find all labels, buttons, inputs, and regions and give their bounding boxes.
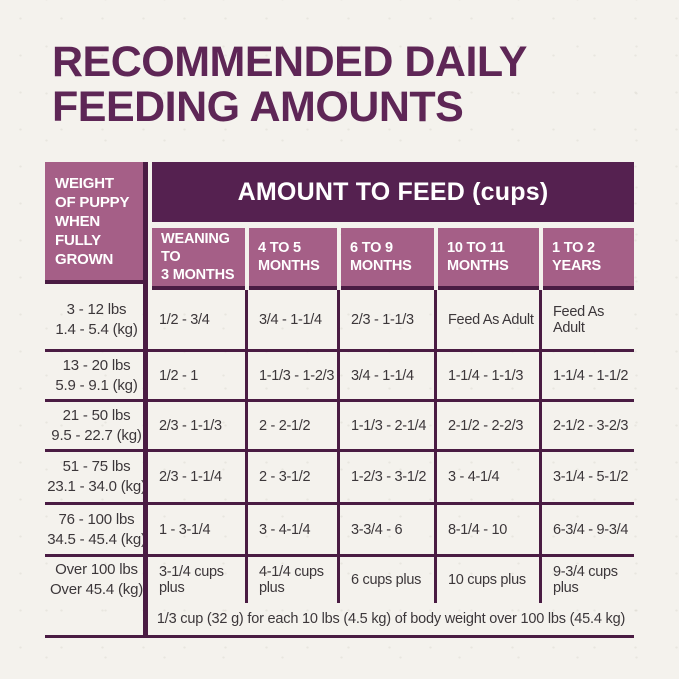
table-bottom-border bbox=[45, 635, 634, 638]
table-row: 13 - 20 lbs 5.9 - 9.1 (kg) 1/2 - 1 1-1/3… bbox=[45, 352, 634, 402]
column-header-1to2yr: 1 TO 2 YEARS bbox=[539, 228, 634, 290]
column-header-4to5: 4 TO 5 MONTHS bbox=[245, 228, 337, 290]
value-cell: Feed As Adult bbox=[434, 290, 539, 349]
value-cell: 1/2 - 3/4 bbox=[159, 311, 210, 328]
value-cell: 2/3 - 1-1/3 bbox=[337, 290, 434, 349]
value-cell: 9-3/4 cups plus bbox=[539, 557, 634, 603]
value-cell: 3 - 4-1/4 bbox=[245, 505, 337, 554]
value-cell: 6 cups plus bbox=[337, 557, 434, 603]
amount-header-band: AMOUNT TO FEED (cups) bbox=[152, 162, 634, 222]
weight-cell: 51 - 75 lbs 23.1 - 34.0 (kg) bbox=[47, 458, 146, 495]
weight-cell: 21 - 50 lbs 9.5 - 22.7 (kg) bbox=[51, 406, 142, 444]
value-cell: 2-1/2 - 2-2/3 bbox=[434, 402, 539, 449]
table-row: 51 - 75 lbs 23.1 - 34.0 (kg) 2/3 - 1-1/4… bbox=[45, 452, 634, 505]
value-cell: 3 - 4-1/4 bbox=[434, 452, 539, 502]
table-row: 76 - 100 lbs 34.5 - 45.4 (kg) 1 - 3-1/4 … bbox=[45, 505, 634, 557]
value-cell: 1-1/4 - 1-1/3 bbox=[434, 352, 539, 399]
value-cell: 3-3/4 - 6 bbox=[337, 505, 434, 554]
value-cell: 3-1/4 cups plus bbox=[159, 564, 224, 596]
value-cell: 10 cups plus bbox=[434, 557, 539, 603]
weight-cell: 3 - 12 lbs 1.4 - 5.4 (kg) bbox=[55, 300, 138, 338]
value-cell: 1-1/4 - 1-1/2 bbox=[539, 352, 634, 399]
page-title-line2: FEEDING AMOUNTS bbox=[52, 83, 464, 131]
corner-header: WEIGHT OF PUPPY WHEN FULLY GROWN bbox=[45, 162, 143, 284]
column-header-weaning: WEANING TO 3 MONTHS bbox=[148, 228, 245, 290]
table-body: 3 - 12 lbs 1.4 - 5.4 (kg) 1/2 - 3/4 3/4 … bbox=[45, 290, 634, 603]
value-cell: 1 - 3-1/4 bbox=[159, 521, 211, 538]
column-header-6to9: 6 TO 9 MONTHS bbox=[337, 228, 434, 290]
value-cell: 1-1/3 - 1-2/3 bbox=[245, 352, 337, 399]
page-title: RECOMMENDED DAILY FEEDING AMOUNTS bbox=[52, 40, 527, 130]
value-cell: 2 - 2-1/2 bbox=[245, 402, 337, 449]
value-cell: 2/3 - 1-1/4 bbox=[159, 469, 222, 485]
value-cell: 6-3/4 - 9-3/4 bbox=[539, 505, 634, 554]
table-row: 21 - 50 lbs 9.5 - 22.7 (kg) 2/3 - 1-1/3 … bbox=[45, 402, 634, 452]
column-header-row: WEANING TO 3 MONTHS 4 TO 5 MONTHS 6 TO 9… bbox=[148, 228, 634, 290]
value-cell: 8-1/4 - 10 bbox=[434, 505, 539, 554]
value-cell: 1/2 - 1 bbox=[159, 367, 199, 384]
value-cell: 3/4 - 1-1/4 bbox=[245, 290, 337, 349]
weight-cell: 13 - 20 lbs 5.9 - 9.1 (kg) bbox=[55, 356, 138, 394]
column-divider bbox=[143, 162, 148, 638]
value-cell: 2-1/2 - 3-2/3 bbox=[539, 402, 634, 449]
value-cell: 2/3 - 1-1/3 bbox=[159, 417, 222, 434]
table-row: 3 - 12 lbs 1.4 - 5.4 (kg) 1/2 - 3/4 3/4 … bbox=[45, 290, 634, 352]
value-cell: 1-2/3 - 3-1/2 bbox=[337, 452, 434, 502]
value-cell: 2 - 3-1/2 bbox=[245, 452, 337, 502]
value-cell: 3/4 - 1-1/4 bbox=[337, 352, 434, 399]
weight-cell: Over 100 lbs Over 45.4 (kg) bbox=[49, 561, 144, 598]
page-title-line1: RECOMMENDED DAILY bbox=[52, 38, 527, 86]
feeding-table: WEIGHT OF PUPPY WHEN FULLY GROWN AMOUNT … bbox=[45, 162, 634, 638]
column-header-10to11: 10 TO 11 MONTHS bbox=[434, 228, 539, 290]
value-cell: 3-1/4 - 5-1/2 bbox=[539, 452, 634, 502]
table-row: Over 100 lbs Over 45.4 (kg) 3-1/4 cups p… bbox=[45, 557, 634, 603]
value-cell: Feed As Adult bbox=[539, 290, 634, 349]
weight-cell: 76 - 100 lbs 34.5 - 45.4 (kg) bbox=[47, 510, 146, 548]
value-cell: 1-1/3 - 2-1/4 bbox=[337, 402, 434, 449]
footer-note: 1/3 cup (32 g) for each 10 lbs (4.5 kg) … bbox=[156, 611, 626, 627]
value-cell: 4-1/4 cups plus bbox=[245, 557, 337, 603]
